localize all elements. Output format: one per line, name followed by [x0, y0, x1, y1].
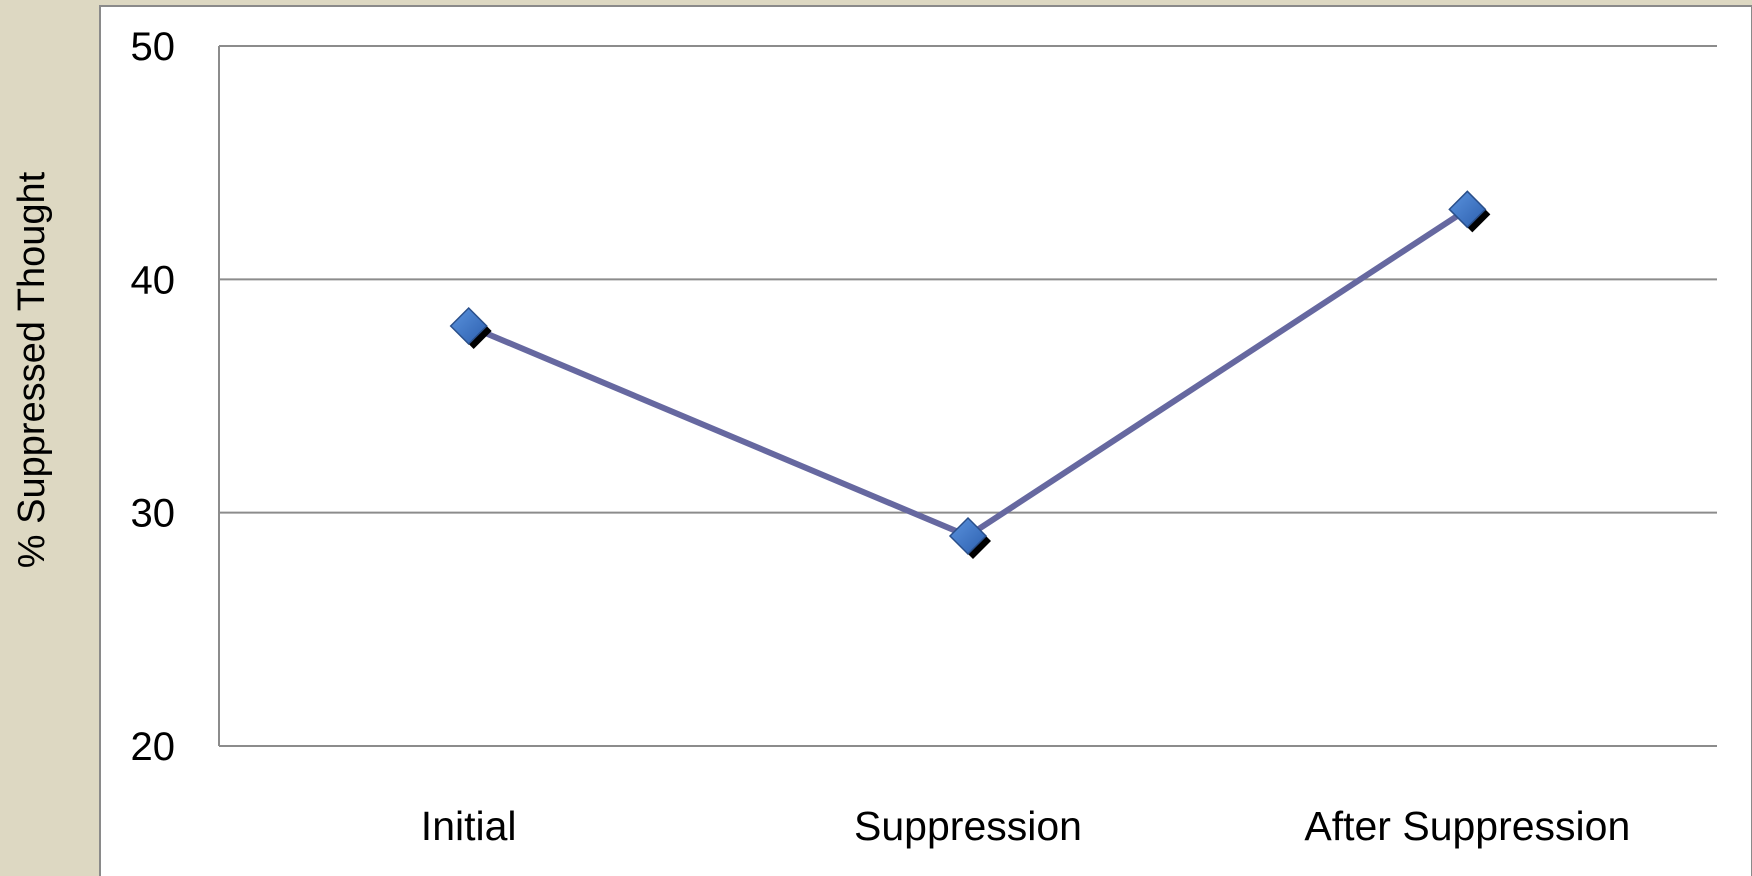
- x-tick-label-2: After Suppression: [1304, 803, 1630, 849]
- data-point-2: [1448, 190, 1487, 229]
- x-tick-label-0: Initial: [421, 803, 517, 849]
- data-point-1: [948, 516, 988, 556]
- series-markers: [449, 190, 1491, 559]
- y-tick-label-20: 20: [131, 725, 176, 769]
- chart-area: [99, 5, 1752, 876]
- y-axis-label: % Suppressed Thought: [11, 171, 53, 568]
- x-tick-labels: Initial Suppression After Suppression: [421, 803, 1630, 849]
- y-tick-label-40: 40: [131, 258, 176, 302]
- data-point-0: [449, 306, 488, 346]
- y-tick-label-30: 30: [131, 492, 176, 536]
- gridlines: [218, 45, 1717, 747]
- y-tick-labels: 20 30 40 50: [131, 25, 176, 769]
- x-tick-label-1: Suppression: [854, 803, 1082, 849]
- y-tick-label-50: 50: [131, 25, 176, 69]
